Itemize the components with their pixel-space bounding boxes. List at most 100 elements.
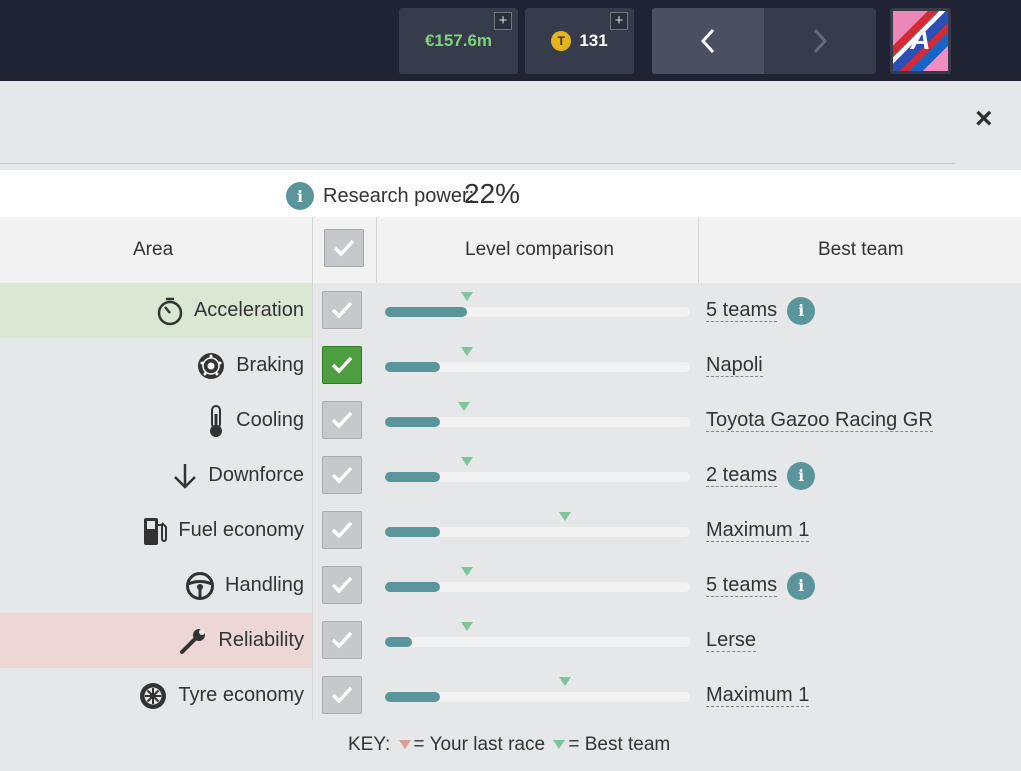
- best-team-value[interactable]: 5 teams: [706, 299, 778, 322]
- level-bar-track: [385, 527, 690, 537]
- money-button[interactable]: €157.6m +: [399, 8, 518, 74]
- checkmark-icon: [331, 631, 353, 649]
- area-checkbox[interactable]: [322, 346, 362, 384]
- best-team-value[interactable]: 5 teams: [706, 574, 778, 597]
- area-label: Tyre economy: [178, 684, 304, 706]
- area-label: Braking: [236, 354, 304, 376]
- tokens-value: 131: [579, 31, 608, 50]
- wrench-icon: [178, 626, 208, 656]
- level-bar-fill: [385, 527, 440, 537]
- best-team-marker-icon: [553, 740, 566, 750]
- best-team-cell: Maximum 1: [706, 668, 810, 723]
- research-row-fuel-economy[interactable]: Fuel economy Maximum 1: [0, 503, 1021, 558]
- close-button[interactable]: ×: [975, 102, 993, 135]
- token-coin-icon: T: [551, 31, 572, 51]
- checkmark-icon: [331, 686, 353, 704]
- research-row-reliability[interactable]: Reliability Lerse: [0, 613, 1021, 668]
- research-row-acceleration[interactable]: Acceleration 5 teams i: [0, 283, 1021, 338]
- legend-key: KEY: = Your last race = Best team: [348, 734, 670, 756]
- research-power-label: Research power:: [323, 185, 475, 207]
- tokens-button[interactable]: T 131 +: [525, 8, 634, 74]
- level-bar-fill: [385, 637, 412, 647]
- forward-button[interactable]: [764, 8, 876, 74]
- level-bar-track: [385, 362, 690, 372]
- level-bar-fill: [385, 582, 440, 592]
- area-cell: Reliability: [178, 613, 304, 668]
- add-tokens-icon[interactable]: +: [610, 12, 628, 30]
- research-row-cooling[interactable]: Cooling Toyota Gazoo Racing GR: [0, 393, 1021, 448]
- best-team-value[interactable]: 2 teams: [706, 464, 778, 487]
- team-logo-button[interactable]: A: [890, 8, 951, 74]
- level-bar-track: [385, 417, 690, 427]
- best-team-cell: 5 teams i: [706, 558, 816, 613]
- level-bar-track: [385, 637, 690, 647]
- best-team-value[interactable]: Maximum 1: [706, 519, 810, 542]
- research-info-icon[interactable]: i: [286, 182, 314, 210]
- checkmark-icon: [333, 239, 355, 257]
- thermometer-icon: [206, 404, 226, 438]
- best-team-info-icon[interactable]: i: [787, 571, 816, 600]
- level-bar-track: [385, 582, 690, 592]
- back-button[interactable]: [652, 8, 764, 74]
- add-money-icon[interactable]: +: [494, 12, 512, 30]
- best-team-info-icon[interactable]: i: [787, 461, 816, 490]
- best-team-cell: Maximum 1: [706, 503, 810, 558]
- area-cell: Cooling: [206, 393, 304, 448]
- checkmark-icon: [331, 466, 353, 484]
- research-row-braking[interactable]: Braking Napoli: [0, 338, 1021, 393]
- row-highlight: [0, 283, 312, 338]
- level-bar-fill: [385, 417, 440, 427]
- stopwatch-icon: [156, 296, 184, 326]
- best-team-marker: [559, 677, 571, 686]
- area-label: Acceleration: [193, 299, 304, 321]
- research-row-tyre-economy[interactable]: Tyre economy Maximum 1: [0, 668, 1021, 723]
- key-prefix: KEY:: [348, 734, 391, 755]
- chevron-left-icon: [700, 28, 715, 54]
- table-header: Area Level comparison Best team: [0, 217, 1021, 283]
- checkmark-icon: [331, 576, 353, 594]
- area-cell: Downforce: [172, 448, 304, 503]
- area-checkbox[interactable]: [322, 291, 362, 329]
- research-power-bar: i Research power: 22%: [0, 170, 1021, 217]
- research-row-handling[interactable]: Handling 5 teams i: [0, 558, 1021, 613]
- history-nav: [652, 8, 876, 74]
- best-team-marker: [458, 402, 470, 411]
- select-all-checkbox[interactable]: [324, 229, 364, 267]
- area-label: Reliability: [218, 629, 304, 651]
- arrow-down-icon: [172, 462, 198, 490]
- best-team-marker: [461, 292, 473, 301]
- level-bar-track: [385, 307, 690, 317]
- research-power-value: 22%: [464, 178, 521, 209]
- best-team-marker: [559, 512, 571, 521]
- level-bar-track: [385, 692, 690, 702]
- area-label: Downforce: [208, 464, 304, 486]
- checkmark-icon: [331, 411, 353, 429]
- research-row-downforce[interactable]: Downforce 2 teams i: [0, 448, 1021, 503]
- area-cell: Acceleration: [156, 283, 304, 338]
- area-checkbox[interactable]: [322, 566, 362, 604]
- area-checkbox[interactable]: [322, 621, 362, 659]
- key-best-team: = Best team: [568, 734, 671, 755]
- best-team-value[interactable]: Toyota Gazoo Racing GR: [706, 409, 933, 432]
- area-checkbox[interactable]: [322, 511, 362, 549]
- area-checkbox[interactable]: [322, 401, 362, 439]
- best-team-marker: [461, 347, 473, 356]
- row-highlight: [0, 613, 312, 668]
- best-team-value[interactable]: Maximum 1: [706, 684, 810, 707]
- column-divider: [376, 217, 377, 283]
- top-bar: €157.6m + T 131 + A: [0, 0, 1021, 81]
- area-cell: Fuel economy: [142, 503, 304, 558]
- best-team-value[interactable]: Lerse: [706, 629, 757, 652]
- area-checkbox[interactable]: [322, 676, 362, 714]
- last-race-marker-icon: [398, 740, 411, 750]
- level-bar-fill: [385, 472, 440, 482]
- area-cell: Tyre economy: [138, 668, 304, 723]
- column-divider: [312, 217, 313, 720]
- best-team-marker: [461, 567, 473, 576]
- best-team-value[interactable]: Napoli: [706, 354, 763, 377]
- area-checkbox[interactable]: [322, 456, 362, 494]
- best-team-marker: [461, 457, 473, 466]
- fuel-pump-icon: [142, 515, 168, 547]
- best-team-marker: [461, 622, 473, 631]
- best-team-info-icon[interactable]: i: [787, 296, 816, 325]
